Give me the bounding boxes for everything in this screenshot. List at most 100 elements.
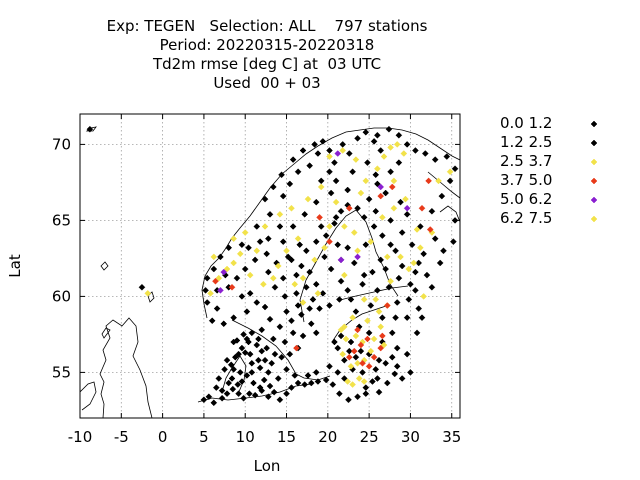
station-marker (403, 204, 411, 212)
station-marker (365, 329, 373, 337)
station-marker (378, 332, 386, 340)
station-marker (354, 253, 361, 261)
station-marker (266, 210, 274, 218)
station-marker (352, 308, 360, 315)
station-marker (256, 384, 264, 391)
station-marker (440, 247, 447, 255)
station-marker (246, 290, 254, 297)
station-marker (334, 241, 342, 249)
station-marker (228, 375, 236, 382)
station-marker (378, 214, 386, 221)
station-marker (334, 150, 342, 157)
station-marker (306, 268, 314, 276)
station-marker (364, 159, 371, 166)
legend-label-3: 2.5 3.7 (500, 152, 553, 170)
station-marker (250, 379, 257, 387)
station-marker (317, 223, 325, 230)
station-marker (377, 344, 385, 352)
station-marker (387, 144, 394, 151)
station-marker (372, 207, 380, 215)
station-marker (398, 375, 406, 382)
station-marker (286, 180, 294, 188)
station-marker (372, 296, 380, 303)
station-marker (334, 344, 342, 352)
station-marker (377, 323, 385, 331)
station-marker (271, 350, 279, 358)
station-marker (312, 369, 320, 376)
station-marker (138, 283, 146, 291)
station-marker (235, 350, 242, 358)
station-marker (332, 177, 340, 185)
station-marker (349, 168, 356, 176)
station-marker (357, 189, 365, 197)
station-marker (225, 379, 233, 387)
station-marker (238, 344, 246, 352)
station-marker (383, 302, 391, 309)
x-tick-label: 10 (236, 428, 255, 446)
station-marker (413, 226, 421, 233)
station-marker (443, 153, 451, 160)
station-marker (316, 305, 323, 312)
station-marker (331, 159, 338, 166)
station-marker (227, 361, 235, 369)
station-marker (344, 244, 352, 252)
station-marker (268, 359, 276, 367)
station-marker (284, 253, 292, 261)
station-marker (374, 165, 381, 173)
station-marker (370, 353, 378, 361)
title-line-3: Td2m rmse [deg C] at 03 UTC (152, 55, 382, 73)
station-marker (420, 250, 428, 258)
station-marker (243, 372, 251, 379)
station-marker (279, 274, 287, 282)
station-marker (236, 369, 244, 376)
station-marker (370, 223, 378, 230)
station-marker (289, 329, 297, 337)
legend-label-6: 6.2 7.5 (500, 209, 553, 227)
station-marker (223, 356, 231, 364)
station-marker (393, 344, 401, 352)
station-marker (332, 214, 340, 221)
station-marker (256, 238, 264, 246)
station-marker (302, 283, 310, 291)
station-marker (301, 210, 309, 218)
station-marker (258, 347, 266, 355)
station-marker (212, 384, 220, 391)
station-marker (260, 280, 267, 288)
station-marker (269, 335, 277, 343)
station-marker (431, 156, 439, 163)
station-marker (233, 337, 241, 344)
station-marker (336, 296, 343, 303)
y-tick-label: 55 (52, 363, 71, 381)
station-marker (364, 335, 371, 343)
station-marker (202, 286, 209, 294)
station-marker (261, 195, 269, 203)
x-tick-label: 30 (401, 428, 420, 446)
station-marker (395, 131, 403, 139)
coastline-kola (439, 205, 460, 223)
station-marker (307, 320, 315, 328)
station-marker (359, 280, 366, 288)
station-marker (326, 362, 333, 370)
station-marker (382, 359, 390, 367)
station-marker (347, 296, 355, 303)
x-tick-label: 25 (360, 428, 379, 446)
legend-label-1: 0.0 1.2 (500, 114, 553, 132)
axes: -10 -5 0 5 10 15 20 25 30 35 55 60 65 70 (52, 114, 461, 446)
station-marker (311, 141, 318, 148)
title-line-2: Period: 20220315-20220318 (159, 36, 375, 54)
station-marker (362, 177, 370, 185)
station-marker (238, 378, 246, 385)
coastline-scotland-england (99, 317, 153, 418)
station-marker (283, 390, 290, 398)
station-marker (408, 241, 416, 249)
station-marker (397, 253, 404, 261)
station-marker (393, 141, 401, 148)
station-marker (208, 317, 216, 325)
station-marker (264, 235, 272, 242)
station-marker (385, 125, 393, 133)
station-marker (283, 366, 290, 373)
station-marker (377, 256, 385, 264)
station-marker (281, 338, 289, 346)
station-marker (337, 277, 345, 285)
legend-marker-1 (590, 120, 598, 128)
